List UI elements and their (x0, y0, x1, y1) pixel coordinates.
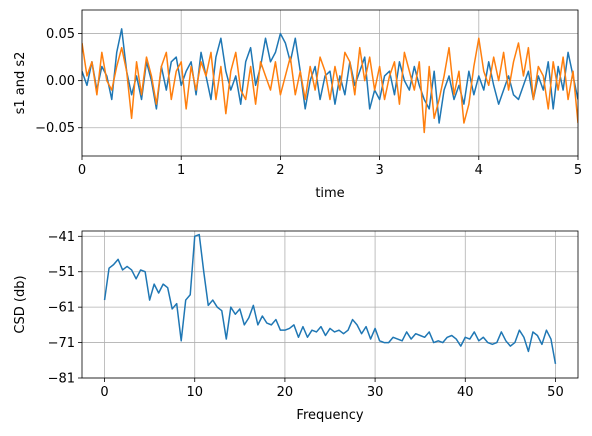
x-axis-label: Frequency (296, 408, 363, 423)
y-tick-label: −71 (48, 336, 75, 351)
x-tick-label: 1 (177, 163, 185, 178)
x-tick-label: 4 (475, 163, 483, 178)
y-tick-label: −51 (48, 265, 75, 280)
series-line-1 (103, 233, 557, 364)
x-tick-label: 0 (78, 163, 86, 178)
y-tick-label: −0.05 (35, 121, 75, 136)
x-tick-label: 3 (375, 163, 383, 178)
series-line-2 (82, 37, 578, 134)
x-tick-label: 5 (574, 163, 582, 178)
bottom-chart-csd: 0 10 20 30 40 50 −41 −51 −61 −71 −81 Frequency CSD (… (13, 230, 579, 423)
axes-frame (81, 230, 579, 379)
x-tick-label: 10 (186, 385, 203, 400)
y-axis-label: s1 and s2 (13, 52, 28, 115)
top-chart-time-series: 0 1 2 3 4 5 0.05 0.00 −0.05 time s1 and s2 (13, 9, 582, 201)
x-tick-label: 30 (367, 385, 384, 400)
y-tick-label: −81 (48, 372, 75, 387)
y-axis-label: CSD (db) (13, 275, 28, 333)
x-tick-label: 40 (457, 385, 474, 400)
y-tick-label: 0.00 (46, 74, 75, 89)
axes-frame (81, 9, 579, 157)
y-tick-label: −61 (48, 301, 75, 316)
series-line-1 (82, 28, 578, 124)
x-tick-label: 2 (276, 163, 284, 178)
x-tick-label: 50 (547, 385, 564, 400)
x-axis-label: time (315, 186, 344, 201)
x-tick-label: 20 (277, 385, 294, 400)
y-tick-label: −41 (48, 230, 75, 245)
x-tick-label: 0 (100, 385, 108, 400)
y-tick-label: 0.05 (46, 27, 75, 42)
